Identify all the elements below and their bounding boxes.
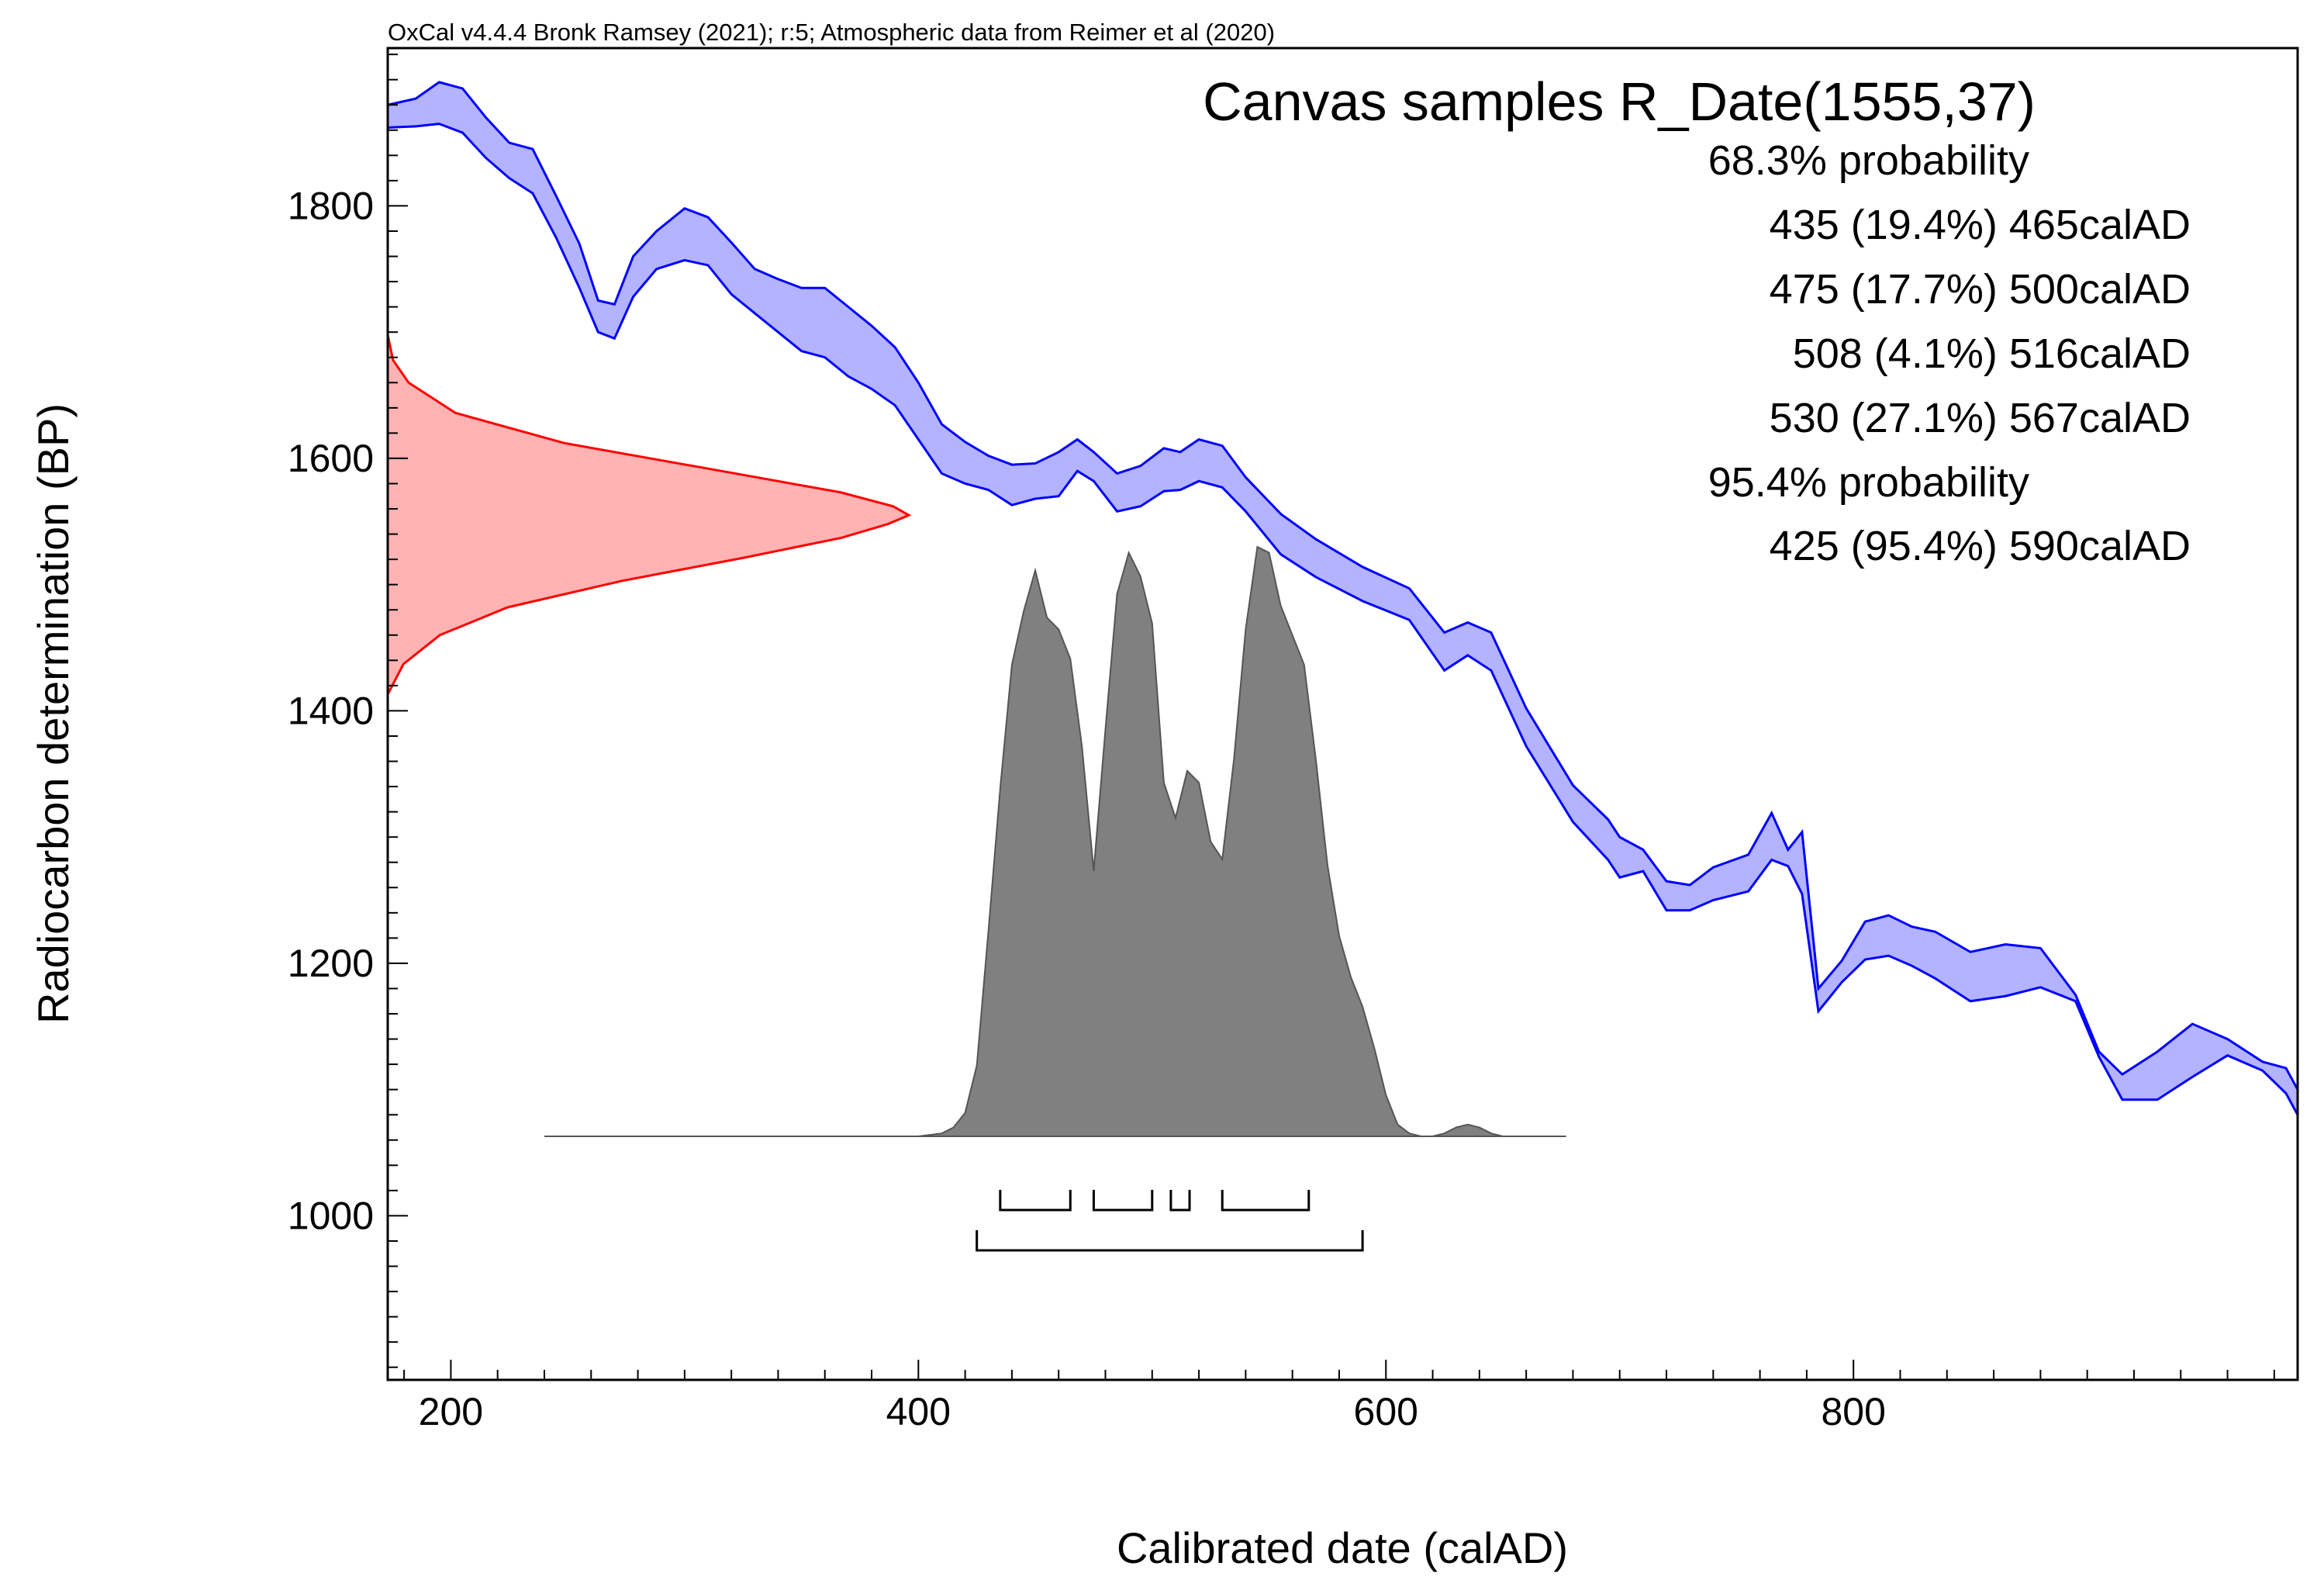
axes: 1000 1200 1400 1600 1800 200 400 600 800 — [288, 54, 2275, 1433]
x-tick-label: 400 — [886, 1390, 951, 1433]
sigma1-header: 68.3% probability — [1708, 137, 2029, 184]
y-tick-label: 1800 — [288, 184, 374, 227]
sigma1-range-1: 435 (19.4%) 465calAD — [1770, 202, 2191, 248]
y-tick-label: 1000 — [288, 1194, 374, 1237]
sigma1-range-bar-2 — [1092, 1190, 1154, 1212]
sigma1-range-2: 475 (17.7%) 500calAD — [1770, 266, 2191, 313]
y-axis-title: Radiocarbon determination (BP) — [29, 403, 78, 1024]
x-tick-label: 800 — [1821, 1390, 1885, 1433]
x-tick-label: 200 — [419, 1390, 483, 1433]
y-tick-label: 1600 — [288, 437, 374, 480]
sigma1-range-bar-4 — [1221, 1190, 1310, 1212]
sigma2-range-bar-1 — [976, 1230, 1364, 1252]
sigma1-range-bar-3 — [1169, 1190, 1191, 1212]
sigma1-range-4: 530 (27.1%) 567calAD — [1770, 395, 2191, 441]
sigma2-range-1: 425 (95.4%) 590calAD — [1770, 523, 2191, 569]
sigma1-range-bar-1 — [999, 1190, 1072, 1212]
chart-credit: OxCal v4.4.4 Bronk Ramsey (2021); r:5; A… — [388, 19, 1275, 46]
x-tick-label: 600 — [1354, 1390, 1418, 1433]
calibration-curve-band — [388, 81, 2298, 1115]
sigma1-range-3: 508 (4.1%) 516calAD — [1793, 330, 2191, 377]
x-axis-title: Calibrated date (calAD) — [1117, 1523, 1568, 1572]
calibration-curve-upper — [387, 81, 2299, 1091]
sigma2-header: 95.4% probability — [1708, 459, 2029, 506]
y-tick-label: 1200 — [288, 942, 374, 985]
radiocarbon-distribution-fill — [388, 334, 909, 695]
plot-frame — [386, 47, 2299, 1381]
calibration-curve-lower — [387, 123, 2299, 1115]
y-tick-label: 1400 — [288, 689, 374, 732]
sample-title: Canvas samples R_Date(1555,37) — [1203, 71, 2036, 132]
plot-area — [386, 81, 2299, 1252]
radiocarbon-distribution-line — [386, 334, 912, 695]
calibrated-distribution — [544, 545, 1566, 1137]
